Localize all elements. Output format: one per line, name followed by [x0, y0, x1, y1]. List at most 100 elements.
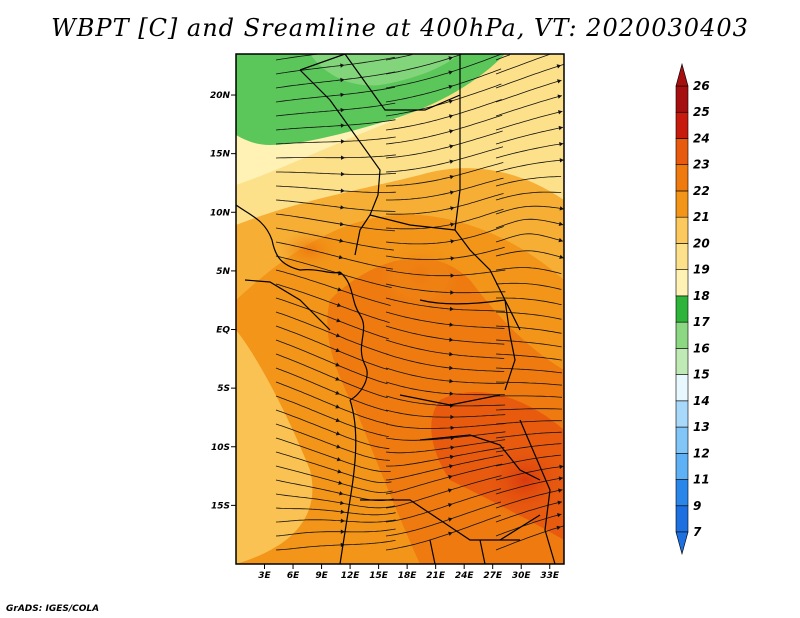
streamline [495, 218, 564, 229]
colorbar-label: 13 [693, 420, 710, 434]
streamline [385, 409, 506, 418]
streamline [275, 71, 395, 89]
streamlines [275, 54, 564, 551]
streamline-arrow [449, 306, 454, 312]
field-16-17-region [236, 54, 505, 145]
streamline-arrow [335, 390, 340, 395]
streamline [495, 233, 564, 243]
streamline [385, 381, 505, 396]
streamline-arrow [448, 56, 453, 61]
colorbar-label: 18 [693, 289, 710, 303]
streamline [496, 297, 562, 306]
streamline-arrow [335, 418, 341, 423]
streamline [495, 477, 564, 495]
streamline [495, 431, 562, 439]
x-tick-label: 3E [258, 571, 271, 581]
streamline-arrow [336, 457, 342, 462]
streamline-arrow [340, 171, 345, 177]
streamline-arrow [336, 318, 341, 323]
field-21-sw-region [236, 330, 313, 564]
streamline [495, 282, 562, 290]
colorbar-box [675, 479, 689, 507]
streamline [495, 159, 564, 173]
streamline [275, 339, 388, 385]
streamline [385, 423, 506, 429]
streamline-arrow [556, 64, 562, 69]
streamline [495, 110, 563, 131]
streamline-arrow [449, 144, 454, 149]
streamline [385, 162, 504, 187]
y-tick-label: 5N [216, 267, 230, 277]
streamline [495, 143, 564, 159]
streamline [385, 54, 502, 89]
streamline-arrow [336, 444, 341, 449]
colorbar-label: 15 [693, 368, 710, 382]
streamline [275, 528, 396, 537]
streamline [495, 79, 562, 103]
streamline [275, 102, 396, 117]
streamline-arrow [449, 464, 454, 469]
streamline-arrow [337, 469, 342, 474]
colorbar-box [675, 321, 689, 349]
streamline-arrow [339, 238, 344, 243]
wbpt-field [236, 54, 564, 564]
streamline [275, 86, 396, 103]
streamline-arrow [558, 237, 563, 243]
streamline-arrow [335, 348, 341, 353]
streamline [275, 367, 389, 412]
y-tick-label: 15N [210, 150, 231, 160]
streamline-arrow [449, 391, 454, 396]
streamline-arrow [449, 454, 455, 460]
streamline [385, 130, 503, 159]
streamline [275, 493, 395, 509]
streamline-arrow [340, 205, 345, 210]
streamline [275, 119, 396, 131]
streamline [495, 63, 564, 89]
streamline [275, 185, 396, 193]
streamline-arrow [450, 425, 455, 430]
colorbar-box [675, 190, 689, 218]
y-tick-label: 10S [211, 443, 230, 453]
streamline-arrow [450, 256, 455, 261]
colorbar-box [675, 452, 689, 480]
colorbar-label: 21 [693, 210, 710, 224]
streamline-arrow [449, 129, 454, 134]
streamline [275, 297, 389, 340]
streamline [495, 489, 563, 509]
streamline [275, 519, 396, 523]
x-axis: 3E 6E 9E 12E 15E 18E 21E 24E 27E 30E 33E [258, 564, 560, 581]
streamline-arrow [448, 531, 453, 536]
field-hot-core-1 [480, 440, 564, 520]
streamline-arrow [340, 529, 345, 534]
streamline-arrow [339, 221, 345, 227]
streamline [275, 154, 396, 159]
streamline [495, 525, 564, 551]
streamline [385, 246, 505, 260]
streamline-arrow [450, 239, 455, 244]
streamline [385, 454, 504, 481]
streamline [275, 395, 389, 437]
streamline-arrow [335, 404, 340, 409]
x-tick-label: 33E [540, 571, 560, 581]
streamline [385, 208, 504, 230]
streamline [495, 267, 562, 275]
streamline-arrow [448, 84, 453, 90]
streamline [385, 395, 506, 407]
streamline-arrow [340, 188, 345, 193]
streamline-arrow [335, 333, 341, 338]
colorbar-label: 23 [693, 158, 710, 172]
streamline [495, 126, 563, 145]
colorbar-label: 25 [693, 105, 710, 119]
colorbar-label: 20 [693, 236, 710, 250]
streamline-arrow [448, 517, 453, 522]
streamline-arrow [339, 491, 344, 496]
streamline [275, 311, 389, 355]
colorbar-box [675, 85, 689, 113]
streamline [385, 114, 503, 145]
streamline [385, 447, 505, 467]
streamline [275, 353, 388, 399]
streamline-arrow [559, 158, 564, 163]
streamline-arrow [559, 464, 564, 469]
streamline-arrow [449, 159, 454, 164]
